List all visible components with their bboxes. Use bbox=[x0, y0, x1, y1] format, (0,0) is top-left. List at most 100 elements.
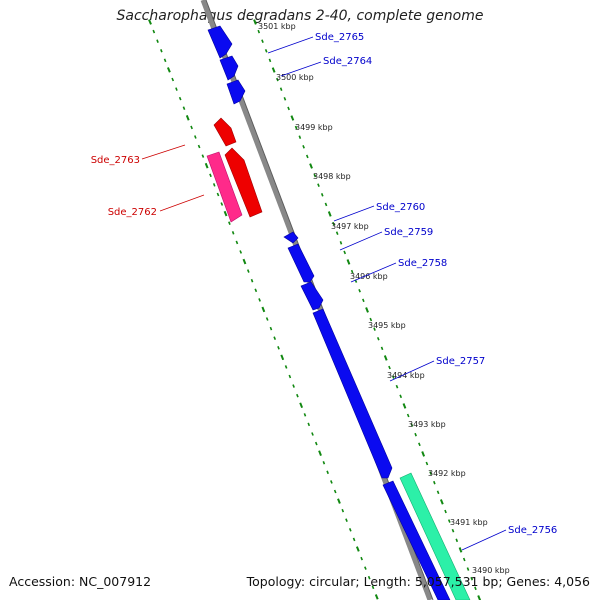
gene-label[interactable]: Sde_2759 bbox=[384, 227, 433, 238]
gene-arrow-sde-2756[interactable] bbox=[399, 472, 471, 600]
gene-arrow-sde-2765[interactable] bbox=[207, 25, 233, 59]
kbp-label: 3496 kbp bbox=[350, 272, 388, 281]
tick-mark bbox=[261, 306, 266, 313]
tick-mark bbox=[290, 115, 295, 121]
tick-mark bbox=[268, 58, 272, 63]
kbp-label: 3490 kbp bbox=[472, 566, 510, 575]
tick-mark bbox=[317, 183, 320, 187]
kbp-label: 3497 kbp bbox=[331, 222, 369, 231]
tick-mark bbox=[258, 298, 261, 302]
gene-label[interactable]: Sde_2763 bbox=[91, 155, 140, 166]
genome-stats-text: Topology: circular; Length: 5,057,531 bp… bbox=[246, 574, 590, 589]
tick-mark bbox=[171, 77, 175, 82]
gene-arrow-sde-2764b[interactable] bbox=[226, 79, 246, 105]
tick-mark bbox=[395, 384, 399, 389]
tick-mark bbox=[327, 211, 332, 217]
tick-mark bbox=[320, 193, 324, 197]
kbp-label: 3499 kbp bbox=[295, 123, 333, 132]
tick-mark bbox=[280, 354, 285, 361]
tick-mark bbox=[339, 241, 343, 245]
tick-mark bbox=[288, 374, 292, 379]
kbp-label: 3492 kbp bbox=[428, 469, 466, 478]
kbp-label: 3500 kbp bbox=[276, 73, 314, 82]
tick-mark bbox=[335, 231, 339, 235]
tick-mark bbox=[410, 423, 414, 427]
tick-mark bbox=[279, 87, 283, 91]
tick-mark bbox=[474, 586, 477, 591]
tick-mark bbox=[283, 97, 287, 101]
tick-mark bbox=[330, 480, 333, 484]
gene-label[interactable]: Sde_2764 bbox=[323, 56, 372, 67]
reverse-strand-genes bbox=[206, 117, 263, 223]
tick-mark bbox=[391, 375, 395, 379]
tick-mark bbox=[477, 595, 482, 600]
tick-mark bbox=[341, 508, 345, 513]
tick-mark bbox=[302, 145, 305, 149]
tick-mark bbox=[436, 490, 440, 495]
tick-mark bbox=[309, 163, 313, 169]
tick-mark bbox=[242, 258, 247, 265]
tick-mark bbox=[383, 355, 388, 361]
tick-mark bbox=[406, 413, 410, 418]
tick-mark bbox=[269, 326, 273, 331]
tick-mark bbox=[246, 269, 250, 273]
gene-arrow-sde-2758[interactable] bbox=[300, 281, 324, 311]
tick-mark bbox=[163, 58, 167, 63]
tick-mark bbox=[185, 115, 190, 121]
tick-mark bbox=[209, 173, 212, 178]
tick-mark bbox=[348, 528, 352, 532]
gene-label[interactable]: Sde_2765 bbox=[315, 32, 364, 43]
tick-mark bbox=[462, 557, 466, 562]
tick-mark bbox=[358, 288, 361, 293]
tick-mark bbox=[231, 231, 235, 235]
tick-mark bbox=[305, 154, 309, 159]
tick-mark bbox=[444, 509, 447, 514]
gene-arrow-sde-2757[interactable] bbox=[312, 308, 393, 479]
tick-mark bbox=[380, 346, 384, 351]
tick-mark bbox=[197, 144, 201, 149]
gene-arrow-sde-2764[interactable] bbox=[219, 55, 239, 81]
gene-arrow-sde-2763-small[interactable] bbox=[213, 117, 237, 147]
tick-mark bbox=[284, 365, 288, 369]
accession-text: Accession: NC_007912 bbox=[9, 574, 152, 589]
tick-mark bbox=[228, 221, 231, 225]
tick-mark bbox=[277, 346, 280, 350]
gene-arrow-sde-2760[interactable] bbox=[283, 231, 299, 244]
kbp-label: 3494 kbp bbox=[387, 371, 425, 380]
gene-label[interactable]: Sde_2762 bbox=[108, 207, 157, 218]
tick-mark bbox=[294, 125, 298, 130]
gene-arrow-sde-2759[interactable] bbox=[287, 243, 315, 283]
kbp-label: 3498 kbp bbox=[313, 172, 351, 181]
tick-mark bbox=[299, 402, 304, 409]
tick-mark bbox=[371, 585, 375, 590]
tick-mark bbox=[273, 336, 277, 340]
tick-mark bbox=[160, 49, 163, 53]
tick-mark bbox=[365, 307, 369, 313]
kbp-label: 3495 kbp bbox=[368, 321, 406, 330]
tick-mark bbox=[223, 210, 228, 217]
tick-mark bbox=[470, 576, 474, 581]
gene-label[interactable]: Sde_2757 bbox=[436, 356, 485, 367]
gene-arrow-sde-2763[interactable] bbox=[224, 147, 263, 218]
tick-mark bbox=[326, 470, 329, 475]
tick-mark bbox=[399, 394, 403, 399]
tick-mark bbox=[166, 67, 171, 73]
gene-arrow-sde-2762[interactable] bbox=[206, 151, 243, 223]
tick-mark bbox=[235, 240, 239, 245]
tick-mark bbox=[190, 125, 193, 130]
tick-mark bbox=[455, 538, 459, 543]
tick-mark bbox=[204, 162, 209, 169]
tick-mark bbox=[429, 471, 432, 475]
gene-label[interactable]: Sde_2758 bbox=[398, 258, 447, 269]
tick-mark bbox=[376, 336, 380, 341]
kbp-label: 3493 kbp bbox=[408, 420, 446, 429]
gene-arrow-sde-2756-blue[interactable] bbox=[382, 480, 451, 600]
tick-mark bbox=[201, 154, 205, 158]
tick-mark bbox=[182, 106, 186, 110]
forward-strand-genes bbox=[207, 25, 451, 600]
tick-mark bbox=[212, 183, 216, 187]
gene-label[interactable]: Sde_2756 bbox=[508, 525, 557, 536]
tick-mark bbox=[447, 519, 451, 523]
gene-label[interactable]: Sde_2760 bbox=[376, 202, 425, 213]
